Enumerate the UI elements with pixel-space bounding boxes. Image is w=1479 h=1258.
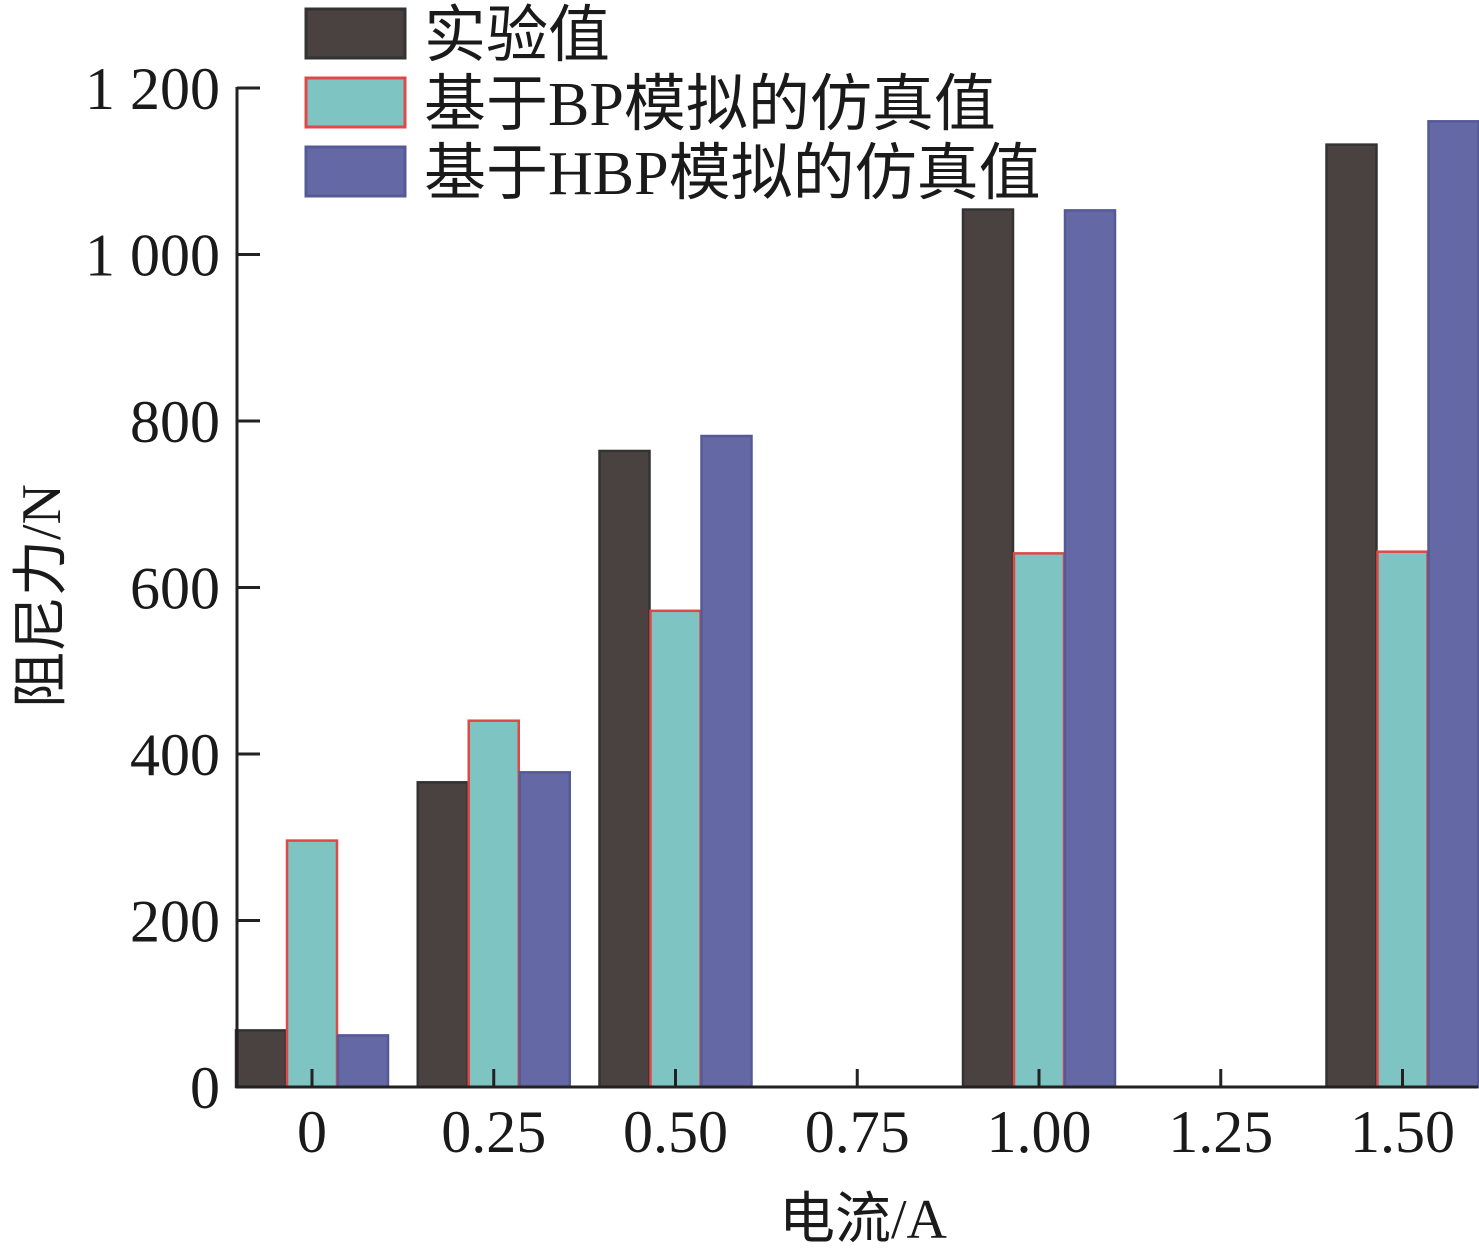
legend-swatch [304,145,407,198]
y-tick-label: 0 [190,1055,220,1121]
legend-label: 实验值 [424,2,610,70]
legend-swatch [304,7,407,60]
bar-1-1.00 [1012,552,1066,1089]
y-tick-label: 400 [130,722,220,788]
bar-0-0.50 [598,449,651,1089]
y-tick-label: 600 [130,556,220,622]
legend-label: 基于BP模拟的仿真值 [424,71,996,139]
bar-2-1.50 [1427,120,1479,1089]
bar-2-0.25 [518,771,571,1089]
bar-1-1.50 [1376,550,1429,1089]
bar-0-1.50 [1325,143,1378,1089]
y-tick-label: 800 [130,389,220,455]
y-axis-label: 阻尼力/N [11,484,73,708]
x-tick-label: 1.50 [1350,1099,1455,1165]
y-tick-label: 1 000 [85,223,220,289]
bar-2-0 [336,1034,390,1089]
y-ticks: 0 200 400 600 800 1 000 1 200 [85,56,260,1121]
y-tick-label: 1 200 [85,56,220,122]
legend-swatch [304,76,407,129]
x-tick-label: 1.25 [1168,1099,1273,1165]
x-tick-label: 1.00 [987,1099,1092,1165]
bars-layer [234,120,1479,1089]
bar-1-0 [285,839,339,1089]
x-tick-label: 0.25 [441,1099,546,1165]
y-tick-label: 200 [130,889,220,955]
x-ticks: 0 0.25 0.50 0.75 1.00 1.25 1.50 [297,1069,1455,1165]
bar-0-0 [234,1029,288,1089]
bar-1-0.25 [467,719,520,1089]
bar-0-1.00 [961,208,1015,1089]
bar-1-0.50 [649,609,702,1089]
x-tick-label: 0.75 [805,1099,910,1165]
bar-2-1.00 [1063,209,1117,1089]
legend-label: 基于HBP模拟的仿真值 [424,140,1041,208]
x-tick-label: 0 [297,1099,327,1165]
bar-0-0.25 [416,781,469,1089]
bar-2-0.50 [700,434,753,1089]
x-axis-label: 电流/A [779,1189,948,1251]
x-tick-label: 0.50 [623,1099,728,1165]
